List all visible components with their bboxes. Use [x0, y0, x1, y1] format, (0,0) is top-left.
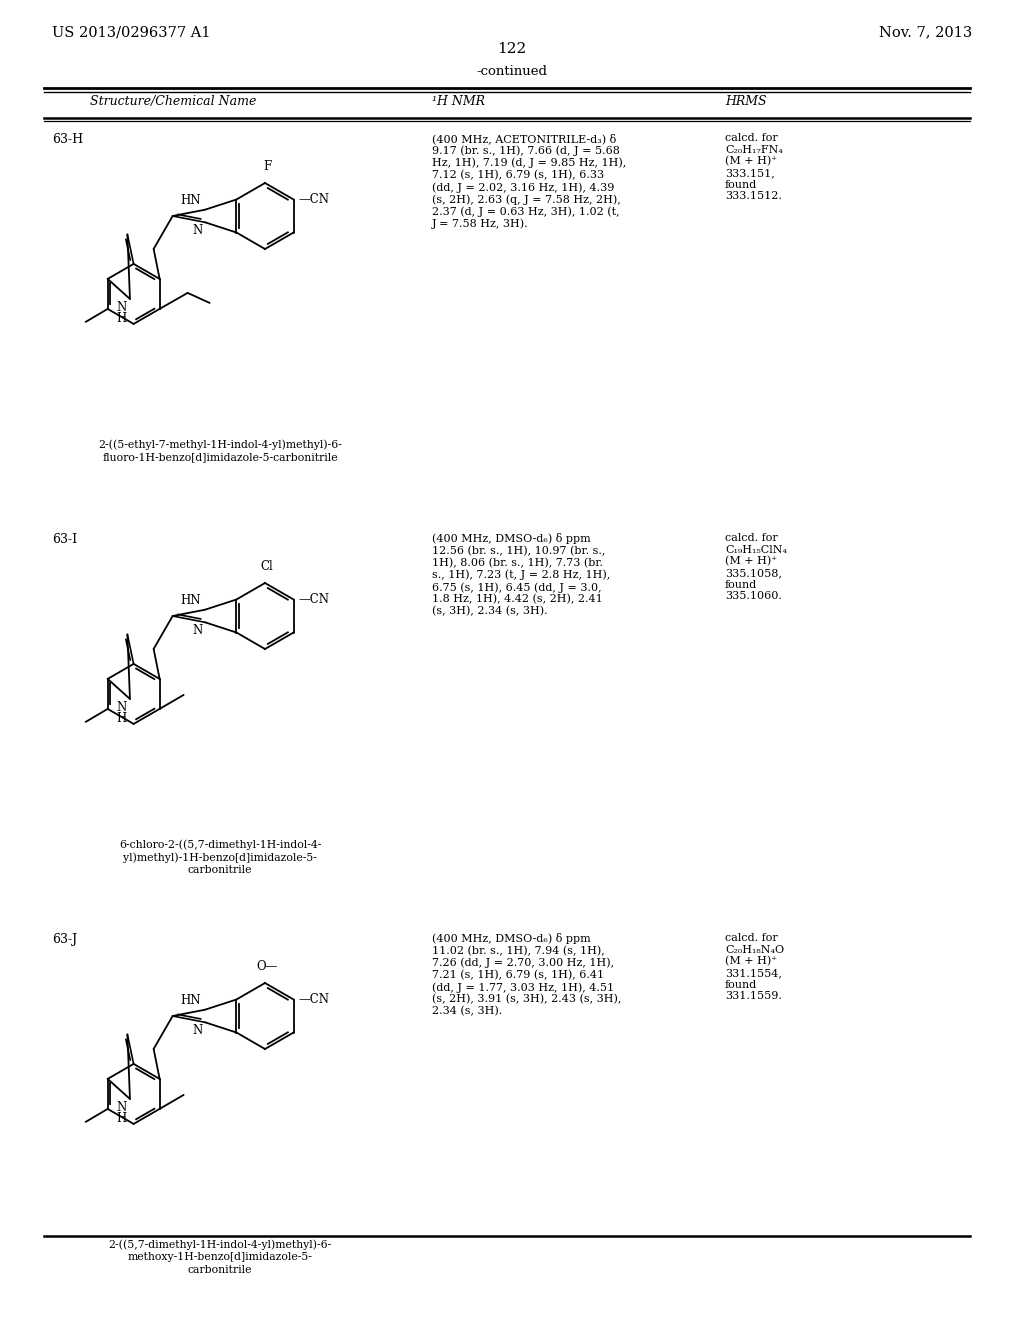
Text: US 2013/0296377 A1: US 2013/0296377 A1 [52, 25, 211, 40]
Text: carbonitrile: carbonitrile [187, 1265, 252, 1275]
Text: (400 MHz, DMSO-d₆) δ ppm
12.56 (br. s., 1H), 10.97 (br. s.,
1H), 8.06 (br. s., 1: (400 MHz, DMSO-d₆) δ ppm 12.56 (br. s., … [432, 533, 610, 616]
Text: Cl: Cl [261, 560, 273, 573]
Text: HN: HN [180, 594, 201, 607]
Text: —CN: —CN [299, 993, 330, 1006]
Text: H: H [117, 312, 127, 325]
Text: calcd. for
C₁₉H₁₅ClN₄
(M + H)⁺
335.1058,
found
335.1060.: calcd. for C₁₉H₁₅ClN₄ (M + H)⁺ 335.1058,… [725, 533, 787, 602]
Text: 122: 122 [498, 42, 526, 55]
Text: 2-((5-ethyl-7-methyl-1H-indol-4-yl)methyl)-6-: 2-((5-ethyl-7-methyl-1H-indol-4-yl)methy… [98, 440, 342, 450]
Text: H: H [117, 1111, 127, 1125]
Text: N: N [117, 301, 127, 314]
Text: N: N [193, 1024, 203, 1038]
Text: H: H [117, 711, 127, 725]
Text: O—: O— [256, 960, 278, 973]
Text: carbonitrile: carbonitrile [187, 865, 252, 875]
Text: calcd. for
C₂₀H₁₈N₄O
(M + H)⁺
331.1554,
found
331.1559.: calcd. for C₂₀H₁₈N₄O (M + H)⁺ 331.1554, … [725, 933, 784, 1002]
Text: —CN: —CN [299, 193, 330, 206]
Text: N: N [117, 1101, 127, 1114]
Text: HRMS: HRMS [725, 95, 767, 108]
Text: (400 MHz, ACETONITRILE-d₃) δ
9.17 (br. s., 1H), 7.66 (d, J = 5.68
Hz, 1H), 7.19 : (400 MHz, ACETONITRILE-d₃) δ 9.17 (br. s… [432, 133, 627, 230]
Text: 63-J: 63-J [52, 933, 77, 946]
Text: yl)methyl)-1H-benzo[d]imidazole-5-: yl)methyl)-1H-benzo[d]imidazole-5- [123, 851, 317, 862]
Text: F: F [263, 160, 271, 173]
Text: 6-chloro-2-((5,7-dimethyl-1H-indol-4-: 6-chloro-2-((5,7-dimethyl-1H-indol-4- [119, 840, 322, 850]
Text: (400 MHz, DMSO-d₆) δ ppm
11.02 (br. s., 1H), 7.94 (s, 1H),
7.26 (dd, J = 2.70, 3: (400 MHz, DMSO-d₆) δ ppm 11.02 (br. s., … [432, 933, 622, 1016]
Text: N: N [117, 701, 127, 714]
Text: Nov. 7, 2013: Nov. 7, 2013 [879, 25, 972, 40]
Text: 63-I: 63-I [52, 533, 77, 546]
Text: ¹H NMR: ¹H NMR [432, 95, 485, 108]
Text: —CN: —CN [299, 593, 330, 606]
Text: fluoro-1H-benzo[d]imidazole-5-carbonitrile: fluoro-1H-benzo[d]imidazole-5-carbonitri… [102, 451, 338, 462]
Text: N: N [193, 224, 203, 238]
Text: HN: HN [180, 994, 201, 1007]
Text: 63-H: 63-H [52, 133, 83, 147]
Text: -continued: -continued [476, 65, 548, 78]
Text: Structure/Chemical Name: Structure/Chemical Name [90, 95, 256, 108]
Text: methoxy-1H-benzo[d]imidazole-5-: methoxy-1H-benzo[d]imidazole-5- [128, 1251, 312, 1262]
Text: HN: HN [180, 194, 201, 207]
Text: calcd. for
C₂₀H₁₇FN₄
(M + H)⁺
333.151,
found
333.1512.: calcd. for C₂₀H₁₇FN₄ (M + H)⁺ 333.151, f… [725, 133, 783, 202]
Text: N: N [193, 624, 203, 638]
Text: 2-((5,7-dimethyl-1H-indol-4-yl)methyl)-6-: 2-((5,7-dimethyl-1H-indol-4-yl)methyl)-6… [109, 1239, 332, 1250]
